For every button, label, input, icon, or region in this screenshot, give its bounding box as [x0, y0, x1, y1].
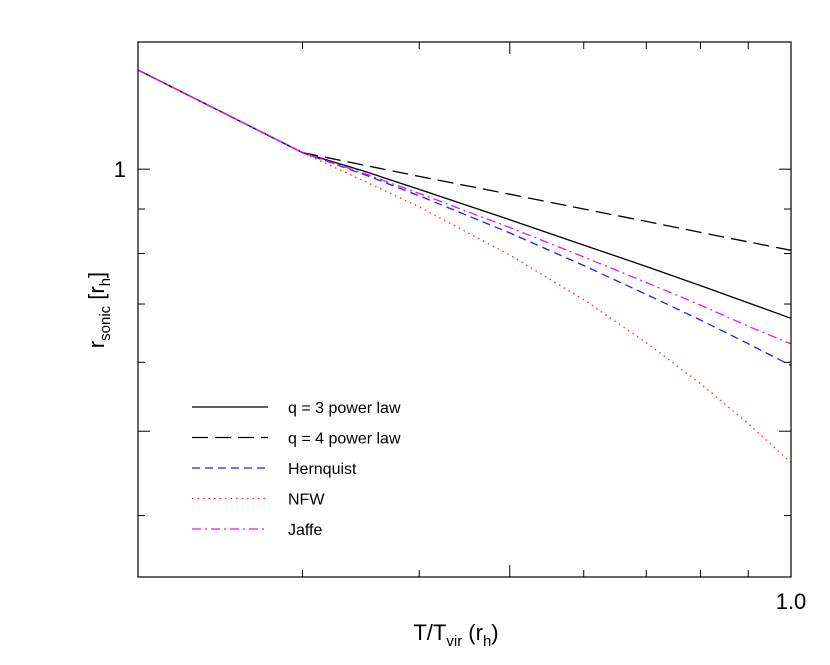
ticks-layer: 1.01 [114, 42, 807, 614]
series-line-4 [137, 69, 792, 345]
series-line-2 [137, 69, 792, 367]
series-line-1 [137, 69, 792, 251]
series-line-3 [137, 69, 792, 464]
y-axis-label: rsonic [rh] [84, 272, 114, 348]
series-layer [137, 69, 792, 464]
x-tick-label-0: 1.0 [776, 589, 807, 614]
legend-label-2: Hernquist [288, 461, 357, 478]
x-axis-label: T/Tvir (rh) [413, 620, 498, 650]
plot-frame [137, 41, 792, 578]
legend-label-1: q = 4 power law [288, 431, 401, 448]
legend-label-3: NFW [288, 492, 325, 509]
series-line-0 [137, 69, 792, 319]
legend: q = 3 power law q = 4 power law Hernquist N… [192, 400, 401, 539]
legend-label-4: Jaffe [288, 522, 323, 539]
y-tick-label-0: 1 [114, 157, 126, 182]
legend-label-0: q = 3 power law [288, 400, 401, 417]
